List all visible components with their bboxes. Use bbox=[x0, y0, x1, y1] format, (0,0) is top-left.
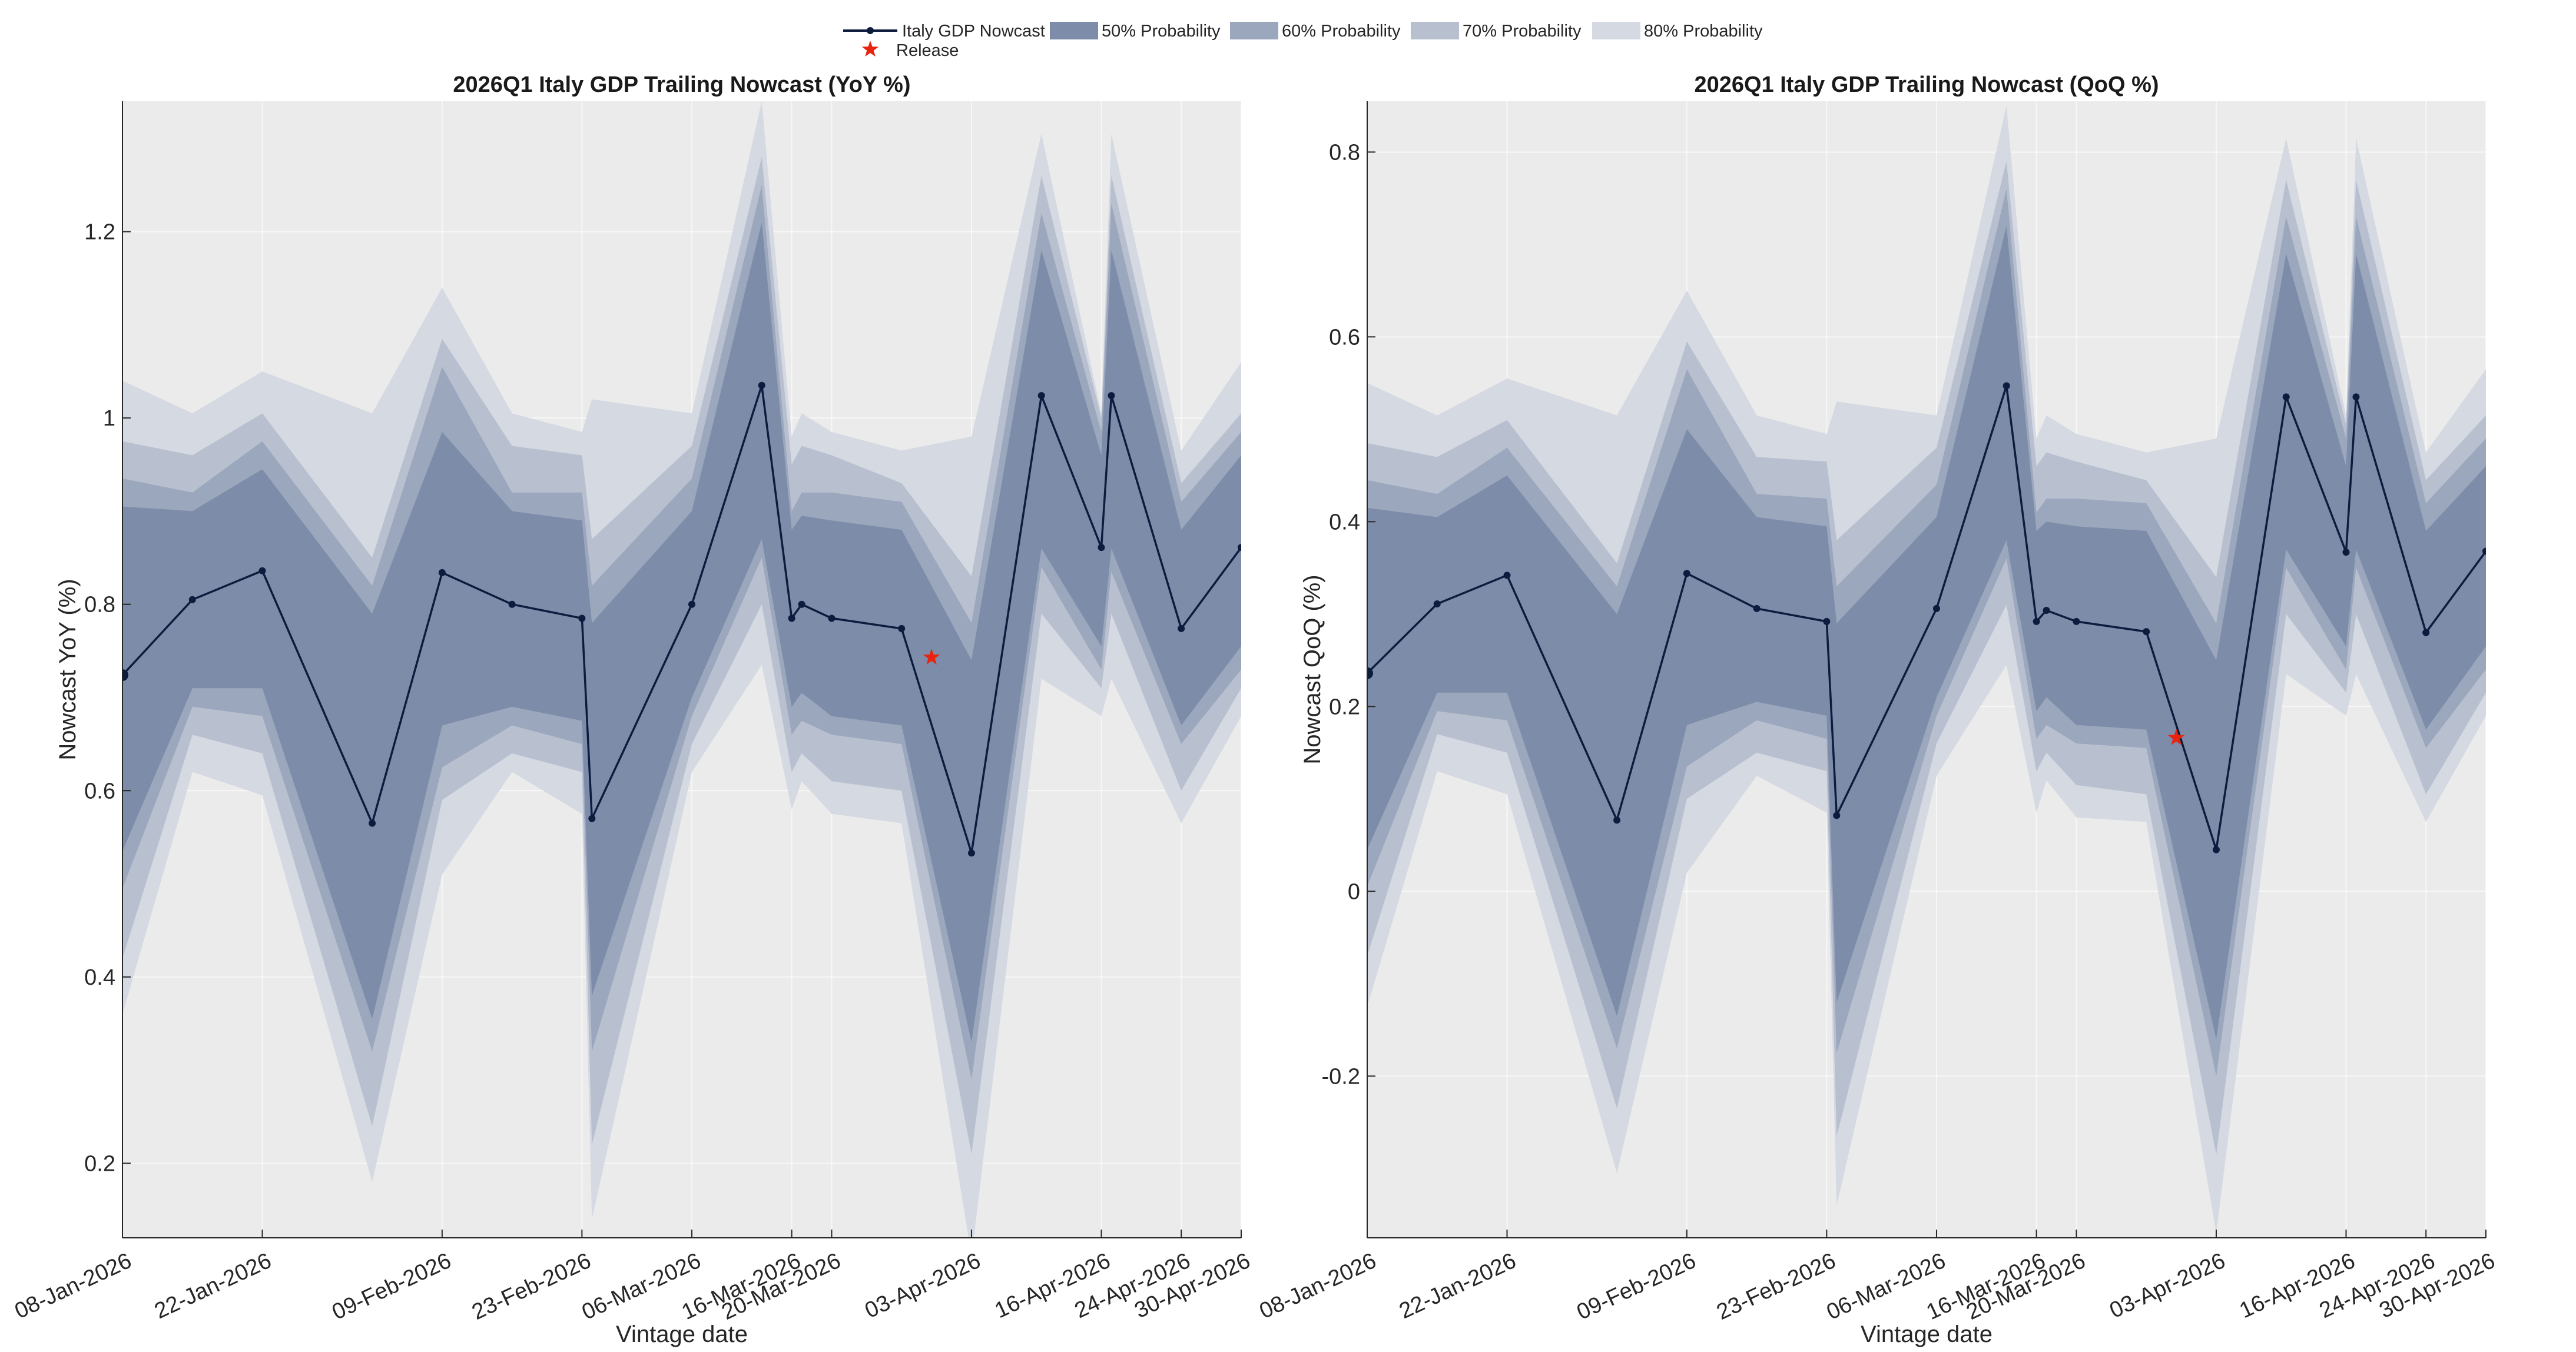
nowcast-point bbox=[1683, 570, 1690, 577]
chart-panel-2: -0.2 0 0.2 0.4 0.6 0.8 08-Jan-2026 22-Jan-2026 0… bbox=[1256, 72, 2499, 1347]
x-tick-label: 03-Apr-2026 bbox=[861, 1248, 984, 1323]
nowcast-point bbox=[1503, 572, 1511, 579]
legend-release-star bbox=[861, 41, 879, 57]
y-tick-label: 0.6 bbox=[84, 779, 115, 803]
legend-label: 60% Probability bbox=[1282, 22, 1401, 41]
x-tick-label: 09-Feb-2026 bbox=[1573, 1248, 1700, 1325]
nowcast-point bbox=[122, 669, 128, 681]
nowcast-point bbox=[688, 600, 695, 608]
legend-patch-swatch bbox=[1050, 22, 1098, 39]
y-tick-label: 0 bbox=[1348, 879, 1360, 904]
nowcast-point bbox=[898, 624, 906, 632]
legend-label: Italy GDP Nowcast bbox=[902, 22, 1045, 41]
chart-title: 2026Q1 Italy GDP Trailing Nowcast (YoY %… bbox=[453, 72, 910, 97]
nowcast-point bbox=[2033, 617, 2040, 625]
x-tick-label: 23-Feb-2026 bbox=[1713, 1248, 1839, 1325]
nowcast-point bbox=[188, 596, 196, 603]
legend-label: 80% Probability bbox=[1644, 22, 1763, 41]
x-tick-label: 08-Jan-2026 bbox=[11, 1248, 135, 1324]
legend-line-marker bbox=[867, 27, 874, 34]
nowcast-point bbox=[1238, 544, 1241, 552]
nowcast-line bbox=[122, 385, 1241, 853]
nowcast-point bbox=[1108, 392, 1115, 400]
nowcast-point bbox=[1833, 812, 1841, 819]
legend-label: 50% Probability bbox=[1102, 22, 1221, 41]
nowcast-point bbox=[2282, 393, 2290, 401]
legend-patch-swatch bbox=[1592, 22, 1640, 39]
nowcast-point bbox=[2422, 629, 2430, 636]
y-tick-label: 0.2 bbox=[84, 1151, 115, 1176]
x-tick-label: 22-Jan-2026 bbox=[1395, 1248, 1520, 1324]
legend-label: 70% Probability bbox=[1463, 22, 1582, 41]
nowcast-point bbox=[508, 600, 516, 608]
y-tick-label: 0.2 bbox=[1329, 695, 1360, 719]
x-axis-label: Vintage date bbox=[616, 1321, 748, 1347]
nowcast-point bbox=[1178, 624, 1185, 632]
legend-patch-swatch bbox=[1411, 22, 1459, 39]
nowcast-point bbox=[1433, 600, 1441, 608]
nowcast-point bbox=[788, 614, 795, 622]
nowcast-point bbox=[1098, 544, 1105, 552]
y-tick-label: 0.4 bbox=[1329, 510, 1360, 534]
nowcast-point bbox=[2352, 393, 2360, 401]
release-marker bbox=[923, 648, 940, 665]
nowcast-point bbox=[2482, 547, 2486, 555]
nowcast-point bbox=[1367, 667, 1373, 679]
release-marker bbox=[2167, 729, 2185, 745]
x-tick-label: 03-Apr-2026 bbox=[2106, 1248, 2229, 1323]
nowcast-point bbox=[2003, 382, 2010, 390]
nowcast-point bbox=[828, 614, 836, 622]
nowcast-point bbox=[2073, 617, 2080, 625]
y-tick-label: 0.8 bbox=[84, 593, 115, 617]
y-tick-label: 0.4 bbox=[84, 965, 115, 990]
nowcast-point bbox=[1932, 604, 1940, 612]
nowcast-point bbox=[258, 567, 266, 574]
x-tick-label: 09-Feb-2026 bbox=[329, 1248, 455, 1325]
y-tick-label: 1.2 bbox=[84, 220, 115, 245]
y-tick-label: 0.6 bbox=[1329, 325, 1360, 350]
chart-panel-1: 0.2 0.4 0.6 0.8 1 1.2 08-Jan-2026 22-Jan-2026 09… bbox=[11, 72, 1254, 1347]
nowcast-point bbox=[2212, 846, 2220, 853]
nowcast-point bbox=[758, 381, 765, 389]
legend-label: Release bbox=[896, 41, 959, 60]
nowcast-point bbox=[369, 819, 376, 827]
chart-title: 2026Q1 Italy GDP Trailing Nowcast (QoQ %… bbox=[1694, 72, 2159, 97]
nowcast-point bbox=[2342, 549, 2350, 556]
y-axis-label: Nowcast QoQ (%) bbox=[1299, 574, 1325, 764]
y-tick-label: 0.8 bbox=[1329, 140, 1360, 165]
y-tick-label: 1 bbox=[103, 406, 115, 431]
bands bbox=[1367, 105, 2486, 1234]
x-tick-label: 23-Feb-2026 bbox=[468, 1248, 595, 1325]
band-50-probability bbox=[1367, 225, 2486, 1039]
y-tick-label: -0.2 bbox=[1322, 1064, 1360, 1089]
nowcast-point bbox=[588, 815, 596, 822]
nowcast-point bbox=[2143, 628, 2150, 636]
band-50-probability bbox=[122, 222, 1241, 1042]
x-tick-label: 22-Jan-2026 bbox=[151, 1248, 275, 1324]
nowcast-line bbox=[1367, 385, 2486, 851]
nowcast-point bbox=[1823, 617, 1831, 625]
nowcast-point bbox=[438, 569, 446, 576]
nowcast-point bbox=[2043, 607, 2050, 614]
legend: Italy GDP Nowcast 50% Probability 60% Prob… bbox=[843, 22, 1763, 60]
bands bbox=[122, 101, 1241, 1238]
legend-patch-swatch bbox=[1230, 22, 1278, 39]
nowcast-point bbox=[1753, 604, 1761, 612]
nowcast-point bbox=[967, 849, 975, 857]
x-axis-label: Vintage date bbox=[1861, 1321, 1992, 1347]
nowcast-point bbox=[1613, 816, 1621, 824]
x-tick-label: 08-Jan-2026 bbox=[1256, 1248, 1380, 1324]
y-axis-label: Nowcast YoY (%) bbox=[55, 579, 81, 760]
nowcast-point bbox=[798, 600, 805, 608]
nowcast-point bbox=[1037, 392, 1045, 400]
nowcast-point bbox=[578, 614, 586, 622]
